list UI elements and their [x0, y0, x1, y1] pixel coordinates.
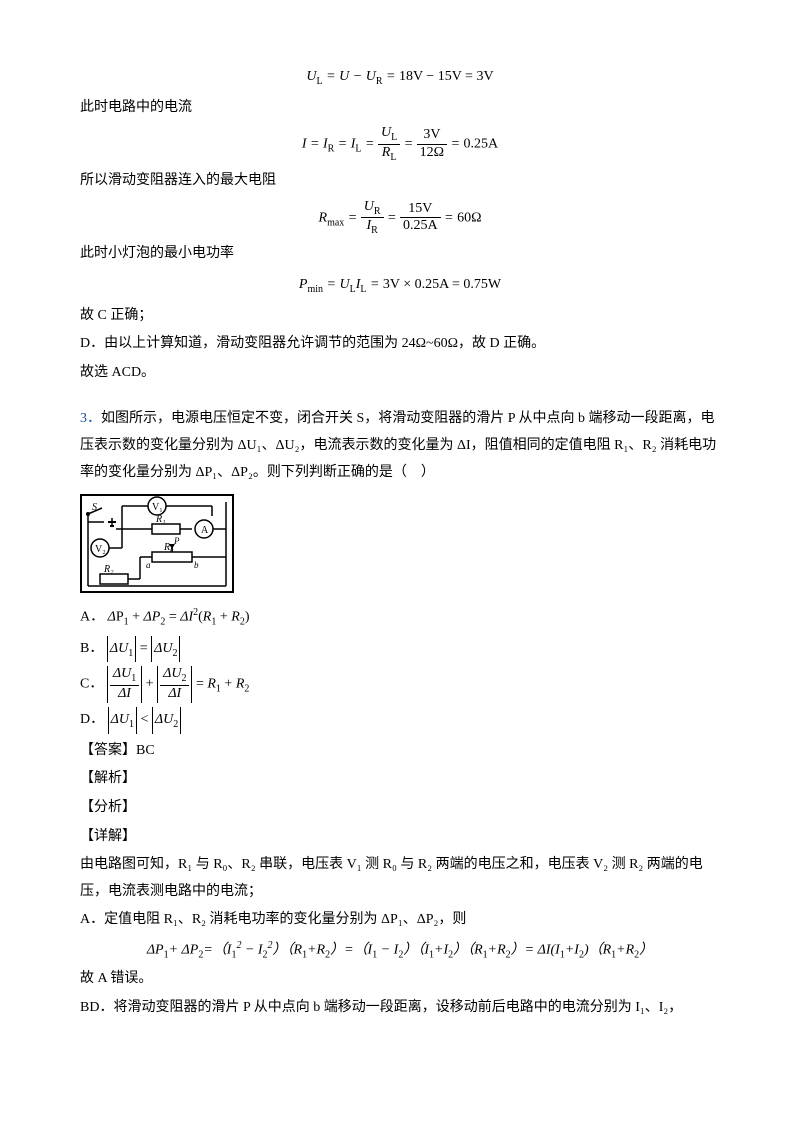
- option-d: D． ΔU1 < ΔU2: [80, 707, 720, 734]
- equation-current: I = IR = IL = ULRL = 3V12Ω = 0.25A: [80, 125, 720, 164]
- detail-text: 故 A 错误。: [80, 966, 720, 993]
- label-v1: V₁: [152, 502, 163, 513]
- text-line: 故选 ACD。: [80, 360, 720, 387]
- option-label: C．: [80, 677, 103, 692]
- equation-pmin: Pmin = ULIL = 3V × 0.25A = 0.75W: [80, 272, 720, 299]
- equation-ul: UL = U − UR = 18V − 15V = 3V: [80, 64, 720, 91]
- answer-line: 【答案】BC: [80, 738, 720, 765]
- answer-label: 【答案】: [80, 743, 136, 758]
- option-c: C． ΔU1ΔI + ΔU2ΔI = R1 + R2: [80, 666, 720, 703]
- equation-rmax: Rmax = URIR = 15V0.25A = 60Ω: [80, 199, 720, 238]
- detail-text: A．定值电阻 R₁、R₂ 消耗电功率的变化量分别为 ΔP₁、ΔP₂，则: [80, 907, 720, 934]
- label-r2: R₂: [103, 564, 114, 575]
- option-label: D．: [80, 712, 104, 727]
- question-number: 3．: [80, 411, 101, 426]
- label-tb: b: [194, 560, 199, 570]
- text-line: 此时小灯泡的最小电功率: [80, 241, 720, 268]
- detail-label: 【详解】: [80, 824, 720, 851]
- circuit-svg: S V₁ R₁ A V₂ R₀ P a b R₂: [82, 496, 232, 591]
- detail-equation: ΔP1+ ΔP2=（I12 − I22）（R1+R2）=（I1 − I2）（I1…: [80, 936, 720, 964]
- option-label: A．: [80, 610, 104, 625]
- analysis-label: 【解析】: [80, 766, 720, 793]
- label-ta: a: [146, 560, 151, 570]
- circuit-diagram: S V₁ R₁ A V₂ R₀ P a b R₂: [80, 494, 234, 593]
- label-v2: V₂: [95, 544, 106, 555]
- answer-value: BC: [136, 743, 155, 758]
- text-line: 所以滑动变阻器连入的最大电阻: [80, 168, 720, 195]
- analyze-label: 【分析】: [80, 795, 720, 822]
- option-b: B． ΔU1 = ΔU2: [80, 636, 720, 663]
- text-line: 故 C 正确；: [80, 303, 720, 330]
- detail-text: BD．将滑动变阻器的滑片 P 从中点向 b 端移动一段距离，设移动前后电路中的电…: [80, 995, 720, 1022]
- text-line: 此时电路中的电流: [80, 95, 720, 122]
- detail-text: 由电路图可知，R₁ 与 R₀、R₂ 串联，电压表 V₁ 测 R₀ 与 R₂ 两端…: [80, 852, 720, 905]
- question-text: 如图所示，电源电压恒定不变，闭合开关 S，将滑动变阻器的滑片 P 从中点向 b …: [80, 411, 716, 479]
- option-a: A． ΔP1 + ΔP2 = ΔI2(R1 + R2): [80, 603, 720, 631]
- label-a: A: [201, 525, 209, 536]
- question-stem: 3．如图所示，电源电压恒定不变，闭合开关 S，将滑动变阻器的滑片 P 从中点向 …: [80, 406, 720, 486]
- text-line: D．由以上计算知道，滑动变阻器允许调节的范围为 24Ω~60Ω，故 D 正确。: [80, 331, 720, 358]
- option-label: B．: [80, 641, 103, 656]
- label-p: P: [173, 536, 180, 546]
- label-r1: R₁: [155, 514, 166, 525]
